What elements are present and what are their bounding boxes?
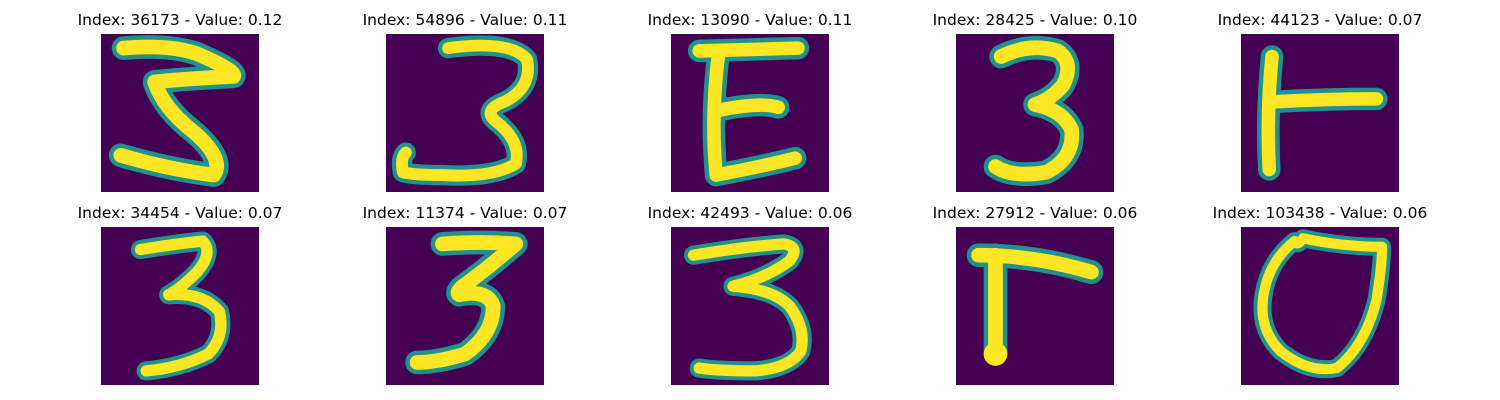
sample-image xyxy=(386,34,544,192)
panel-title: Index: 54896 - Value: 0.11 xyxy=(362,11,568,29)
sample-panel-3: Index: 13090 - Value: 0.11 xyxy=(630,10,870,192)
sample-image xyxy=(386,227,544,385)
panel-title: Index: 36173 - Value: 0.12 xyxy=(77,11,283,29)
sample-image xyxy=(671,227,829,385)
sample-image xyxy=(1241,227,1399,385)
sample-image xyxy=(671,34,829,192)
sample-image xyxy=(956,34,1114,192)
panel-title: Index: 44123 - Value: 0.07 xyxy=(1217,11,1423,29)
sample-panel-4: Index: 28425 - Value: 0.10 xyxy=(915,10,1155,192)
sample-panel-8: Index: 42493 - Value: 0.06 xyxy=(630,203,870,385)
sample-panel-10: Index: 103438 - Value: 0.06 xyxy=(1200,203,1440,385)
panel-title: Index: 103438 - Value: 0.06 xyxy=(1212,204,1428,222)
sample-panel-1: Index: 36173 - Value: 0.12 xyxy=(60,10,300,192)
sample-panel-5: Index: 44123 - Value: 0.07 xyxy=(1200,10,1440,192)
sample-panel-9: Index: 27912 - Value: 0.06 xyxy=(915,203,1155,385)
sample-panel-7: Index: 11374 - Value: 0.07 xyxy=(345,203,585,385)
sample-image xyxy=(101,227,259,385)
panel-title: Index: 42493 - Value: 0.06 xyxy=(647,204,853,222)
panel-title: Index: 27912 - Value: 0.06 xyxy=(932,204,1138,222)
sample-image xyxy=(1241,34,1399,192)
panel-title: Index: 11374 - Value: 0.07 xyxy=(362,204,568,222)
sample-panel-6: Index: 34454 - Value: 0.07 xyxy=(60,203,300,385)
panel-title: Index: 34454 - Value: 0.07 xyxy=(77,204,283,222)
sample-image xyxy=(956,227,1114,385)
panel-title: Index: 28425 - Value: 0.10 xyxy=(932,11,1138,29)
sample-image xyxy=(101,34,259,192)
sample-panel-2: Index: 54896 - Value: 0.11 xyxy=(345,10,585,192)
panel-title: Index: 13090 - Value: 0.11 xyxy=(647,11,853,29)
